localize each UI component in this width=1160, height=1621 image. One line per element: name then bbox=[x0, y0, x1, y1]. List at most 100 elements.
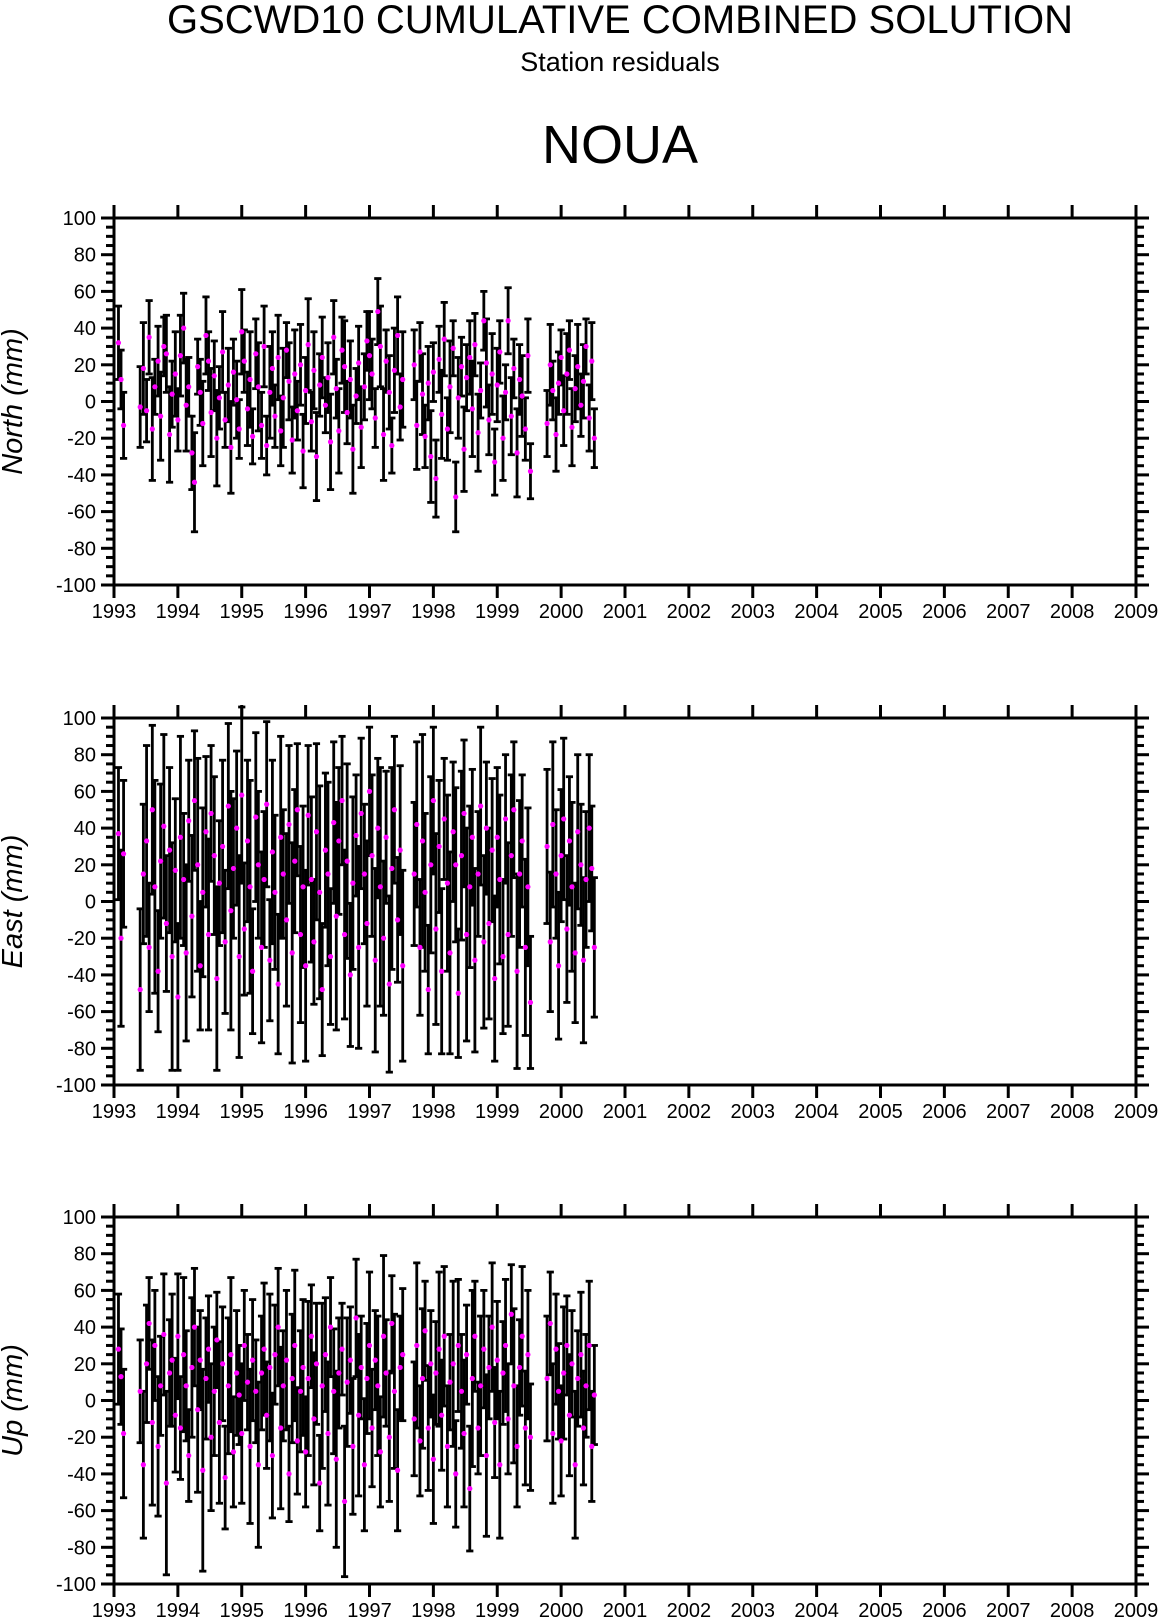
data-point bbox=[236, 953, 242, 960]
data-point bbox=[425, 986, 431, 993]
data-point bbox=[433, 926, 439, 932]
data-point bbox=[216, 1419, 222, 1426]
x-tick-label: 2009 bbox=[1114, 1101, 1159, 1123]
data-point bbox=[436, 356, 442, 362]
data-point bbox=[267, 957, 273, 963]
data-point bbox=[389, 442, 395, 449]
data-point bbox=[294, 807, 300, 813]
data-point bbox=[458, 364, 465, 370]
data-point bbox=[386, 389, 392, 395]
x-tick-label: 2002 bbox=[667, 1600, 712, 1621]
data-point bbox=[280, 395, 286, 401]
data-point bbox=[161, 823, 167, 829]
data-point bbox=[453, 862, 459, 868]
data-point bbox=[447, 384, 453, 390]
data-point bbox=[222, 939, 228, 945]
data-point bbox=[391, 1388, 398, 1394]
data-point bbox=[155, 968, 161, 974]
data-point bbox=[140, 871, 146, 877]
data-point bbox=[461, 1430, 467, 1437]
data-point bbox=[436, 843, 442, 850]
x-tick-label: 2000 bbox=[539, 601, 584, 623]
data-point bbox=[166, 1370, 173, 1376]
x-tick-label: 1997 bbox=[347, 1101, 392, 1123]
data-point bbox=[294, 408, 300, 414]
y-tick-label: -20 bbox=[67, 1427, 96, 1449]
data-point bbox=[120, 422, 127, 428]
data-point bbox=[511, 807, 517, 813]
data-point bbox=[377, 884, 383, 890]
data-point bbox=[364, 1375, 370, 1382]
data-point bbox=[441, 1333, 447, 1339]
y-tick-label: 40 bbox=[74, 1317, 96, 1339]
data-point bbox=[255, 384, 261, 390]
data-point bbox=[569, 424, 575, 430]
data-point bbox=[380, 1333, 387, 1339]
data-point bbox=[589, 865, 595, 872]
data-point bbox=[322, 1352, 329, 1358]
data-point bbox=[430, 797, 436, 804]
data-point bbox=[417, 944, 423, 950]
panel-east: -100 -80 -60 -40 -20 0 20 40 60 80 100 1993 1994 1995… bbox=[0, 705, 1158, 1123]
data-point bbox=[505, 1416, 511, 1422]
data-point bbox=[397, 404, 403, 410]
x-tick-label: 2003 bbox=[731, 1600, 776, 1621]
data-point bbox=[319, 354, 325, 361]
data-point bbox=[586, 1342, 592, 1349]
data-point bbox=[317, 889, 323, 895]
data-point bbox=[158, 1383, 164, 1389]
data-point bbox=[272, 1352, 278, 1358]
data-point bbox=[497, 876, 503, 883]
data-point bbox=[115, 340, 122, 346]
data-point bbox=[422, 433, 428, 439]
data-point bbox=[146, 1320, 152, 1327]
data-point bbox=[163, 1480, 169, 1486]
data-point bbox=[461, 446, 467, 452]
x-tick-label: 2007 bbox=[986, 601, 1031, 623]
x-tick-label: 2006 bbox=[922, 1600, 967, 1621]
data-point bbox=[481, 1346, 487, 1352]
chart-title: GSCWD10 CUMULATIVE COMBINED SOLUTION bbox=[166, 0, 1074, 42]
data-point bbox=[561, 816, 567, 822]
y-tick-label: 40 bbox=[74, 318, 96, 340]
data-point bbox=[500, 435, 506, 441]
data-point bbox=[230, 369, 237, 375]
data-point bbox=[239, 1430, 245, 1437]
data-point bbox=[414, 1342, 420, 1349]
data-point bbox=[216, 880, 222, 886]
data-point bbox=[120, 1430, 127, 1437]
data-point bbox=[553, 431, 559, 438]
data-point bbox=[228, 444, 234, 450]
data-point bbox=[186, 818, 192, 824]
data-point bbox=[275, 981, 281, 987]
data-point bbox=[244, 406, 251, 412]
data-point bbox=[450, 345, 456, 351]
data-point bbox=[303, 387, 309, 394]
data-point bbox=[497, 349, 503, 355]
data-point bbox=[289, 1375, 295, 1382]
x-tick-label: 1995 bbox=[220, 1101, 265, 1123]
data-point bbox=[566, 1412, 573, 1418]
data-point bbox=[158, 858, 164, 864]
data-point bbox=[455, 990, 461, 996]
y-tick-label: -100 bbox=[56, 575, 96, 597]
data-point bbox=[514, 1443, 520, 1449]
data-point bbox=[283, 1357, 290, 1363]
x-tick-label: 2001 bbox=[603, 601, 648, 623]
data-point bbox=[283, 917, 290, 923]
data-point bbox=[292, 858, 298, 864]
data-point bbox=[419, 838, 426, 844]
data-point bbox=[219, 349, 226, 355]
data-point bbox=[555, 1388, 562, 1394]
data-point bbox=[547, 362, 553, 368]
y-tick-label: -40 bbox=[67, 1464, 96, 1486]
x-tick-label: 1994 bbox=[156, 1600, 201, 1621]
data-point bbox=[527, 468, 534, 474]
y-axis-title-east: East (mm) bbox=[0, 835, 29, 969]
x-tick-label: 1998 bbox=[411, 601, 456, 623]
data-point bbox=[325, 375, 331, 381]
data-point bbox=[197, 1357, 203, 1363]
data-point bbox=[241, 1342, 247, 1349]
data-point bbox=[583, 1383, 589, 1389]
x-tick-label: 1994 bbox=[156, 601, 201, 623]
